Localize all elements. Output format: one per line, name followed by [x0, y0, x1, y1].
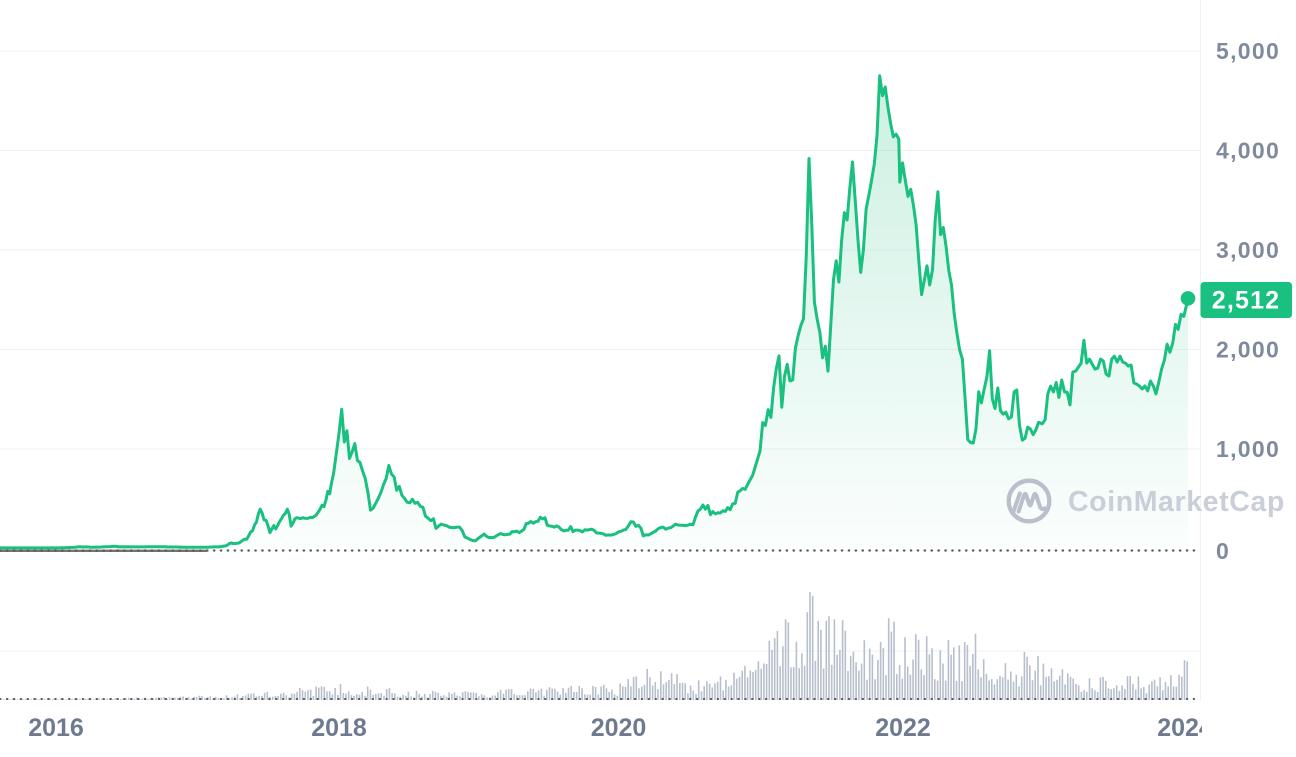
svg-text:2,000: 2,000	[1216, 337, 1280, 363]
svg-text:2022: 2022	[875, 714, 931, 742]
svg-text:CoinMarketCap: CoinMarketCap	[1068, 486, 1285, 518]
svg-text:5,000: 5,000	[1216, 38, 1280, 64]
svg-text:2020: 2020	[591, 714, 647, 742]
svg-text:2018: 2018	[311, 714, 367, 742]
svg-text:0: 0	[1216, 538, 1230, 564]
svg-text:1,000: 1,000	[1216, 436, 1280, 462]
svg-text:3,000: 3,000	[1216, 237, 1280, 263]
svg-text:2,512: 2,512	[1212, 287, 1281, 315]
svg-text:2016: 2016	[28, 714, 84, 742]
svg-text:2024: 2024	[1157, 714, 1213, 742]
svg-text:4,000: 4,000	[1216, 138, 1280, 164]
